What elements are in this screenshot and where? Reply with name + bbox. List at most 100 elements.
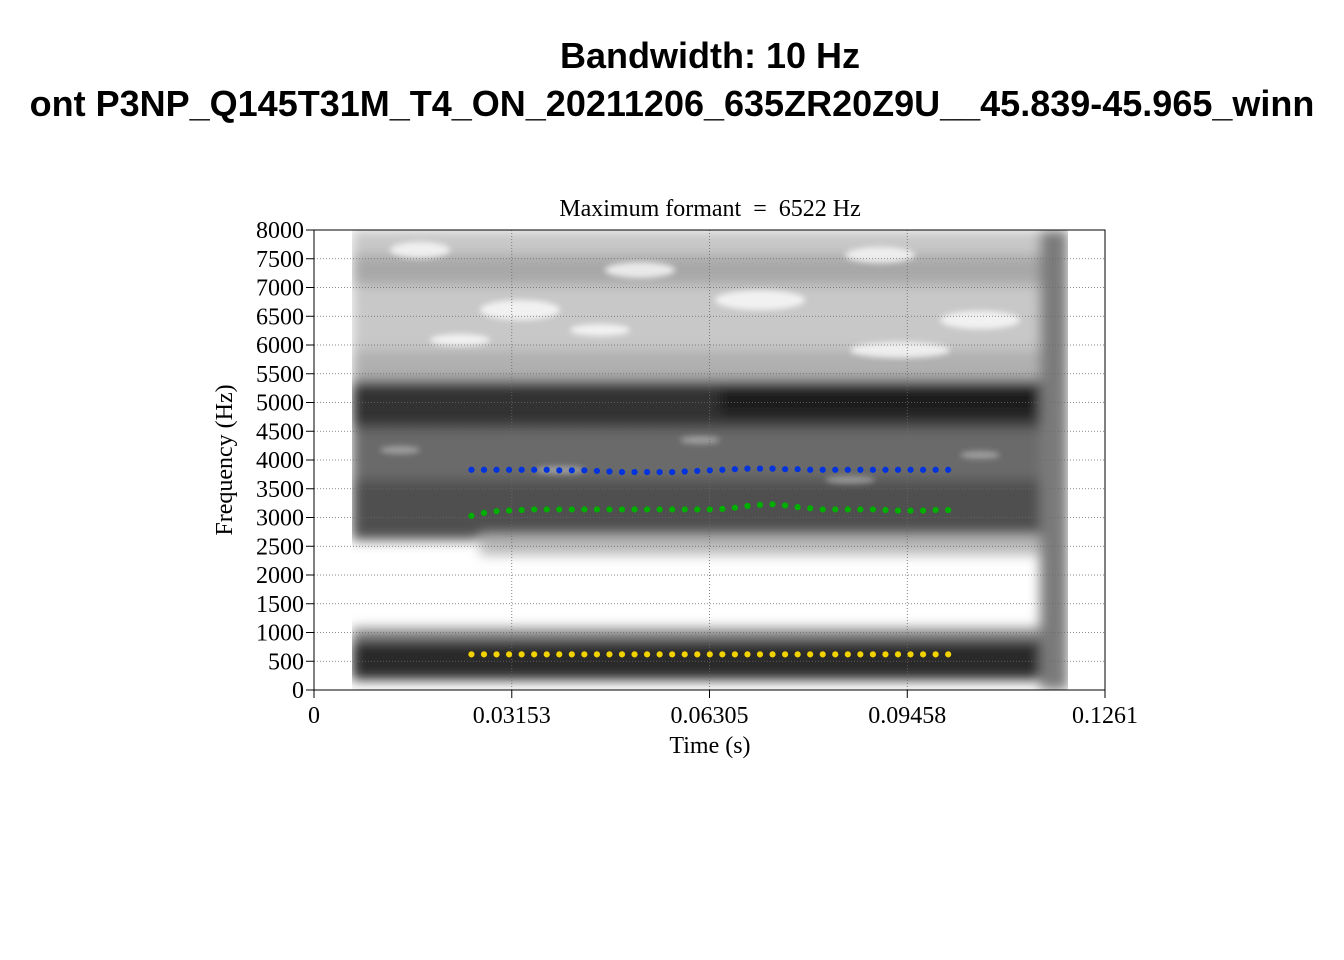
formant-point [919,507,927,514]
y-tick-label: 5500 [256,362,304,388]
y-tick-label: 0 [292,678,304,704]
formant-point [857,466,864,473]
figure-subtitle: ont P3NP_Q145T31M_T4_ON_20211206_635ZR20… [29,83,1315,124]
formant-point [593,467,601,475]
formant-point [468,466,475,473]
formant-point [932,506,939,514]
formant-point [606,651,613,658]
formant-point [694,467,701,475]
formant-point [945,506,952,514]
x-tick-label: 0 [308,703,320,729]
formant-point [568,506,575,513]
formant-point [731,651,739,658]
formant-point [618,506,626,513]
formant-point [807,505,814,512]
formant-point [769,501,776,508]
formant-point [932,651,939,658]
formant-point [819,506,826,513]
x-tick-label: 0.1261 [1072,703,1138,729]
y-tick-label: 6000 [256,333,304,359]
formant-point [606,506,613,513]
formant-point [643,651,651,658]
formant-point [794,651,801,658]
y-tick-label: 7000 [256,276,304,302]
y-tick-label: 5000 [256,391,304,417]
y-tick-label: 1500 [256,592,304,618]
formant-point [468,651,475,658]
formant-point [581,467,588,474]
formant-point [907,466,914,473]
formant-point [857,651,864,658]
formant-point [807,651,814,658]
formant-point [894,651,902,658]
y-tick-label: 3000 [256,506,304,532]
formant-point [907,651,914,658]
formant-point [756,501,764,508]
formant-point [493,466,500,473]
formant-point [669,468,676,476]
formant-point [756,465,764,472]
y-tick-label: 4500 [256,419,304,445]
formant-point [531,651,538,658]
formant-point [556,651,563,658]
formant-point [568,651,575,658]
formant-point [468,512,475,519]
formant-point [568,467,575,474]
y-tick-label: 500 [268,649,304,675]
y-tick-label: 1000 [256,621,304,647]
formant-point [781,502,789,509]
formant-point [794,504,801,511]
formant-point [844,466,851,473]
x-tick-label: 0.06305 [671,703,749,729]
x-axis: 0 0.03153 0.06305 0.09458 0.1261 [308,690,1138,729]
formant-point [493,508,500,515]
formant-point [581,651,588,658]
formant-point [618,468,626,476]
formant-point [531,506,538,513]
formant-point [869,651,877,658]
formant-point [706,467,713,474]
formant-point [656,506,663,513]
y-tick-label: 3500 [256,477,304,503]
y-axis-label: Frequency (Hz) [212,384,238,535]
formant-point [706,506,713,513]
x-tick-label: 0.09458 [868,703,946,729]
formant-point [631,651,638,658]
formant-point [556,467,563,474]
formant-point [869,466,877,473]
formant-series-2 [468,501,952,519]
formant-point [505,651,513,658]
formant-point [618,651,626,658]
formant-point [518,506,525,514]
formant-point [669,506,676,513]
formant-point [869,506,877,513]
formant-point [919,466,927,473]
formant-series-1 [468,651,952,658]
formant-point [781,466,789,473]
x-tick-label: 0.03153 [473,703,551,729]
formant-point [480,509,488,517]
formant-point [643,506,651,513]
formant-point [694,506,701,513]
formant-point [945,466,952,473]
formant-point [819,651,826,658]
y-tick-label: 2500 [256,534,304,560]
formant-point [719,651,726,658]
formant-point [794,466,801,473]
formant-point [643,468,651,476]
formant-point [480,466,488,473]
formant-point [832,506,839,513]
formant-point [656,468,663,476]
formant-point [844,506,851,513]
formant-point [681,506,688,513]
formant-tracks [468,465,952,658]
formant-point [669,651,676,658]
formant-point [518,651,525,658]
formant-point [781,651,789,658]
formant-point [543,506,550,513]
formant-point [769,651,776,658]
y-tick-label: 8000 [256,218,304,244]
formant-point [631,468,638,476]
formant-point [744,465,751,472]
y-tick-label: 2000 [256,563,304,589]
